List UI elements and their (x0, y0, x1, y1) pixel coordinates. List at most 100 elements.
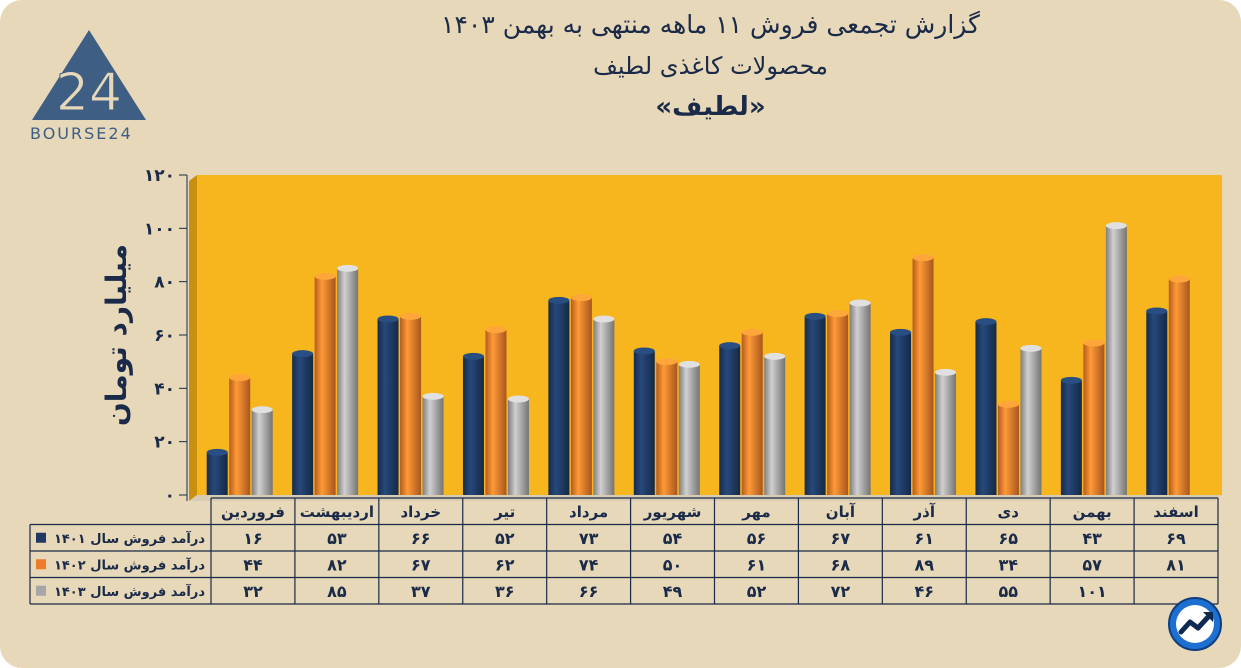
y-tick-label: ۸۰ (154, 273, 175, 293)
plot-area (197, 175, 1222, 495)
data-label: ۵۷ (1082, 555, 1102, 574)
bar (570, 297, 592, 495)
bar-top (507, 395, 529, 403)
category-label: اردیبهشت (300, 503, 374, 521)
data-label: ۵۳ (327, 529, 347, 548)
data-label: ۶۸ (831, 555, 851, 574)
bar-top (548, 296, 570, 304)
bar-top (570, 294, 592, 302)
category-label: آبان (826, 503, 856, 521)
bar (656, 361, 678, 495)
logo-text: BOURSE24 (30, 124, 133, 143)
bar (229, 377, 251, 495)
bar (997, 404, 1019, 495)
bar (314, 276, 336, 495)
company-name: «لطیف» (655, 92, 766, 122)
bar-top (206, 448, 228, 456)
bar-top (1083, 339, 1105, 347)
y-tick-label: ۰ (165, 486, 175, 506)
bar (1146, 311, 1168, 495)
bar (422, 396, 444, 495)
category-label: بهمن (1073, 503, 1112, 521)
legend-key (36, 559, 46, 570)
plot-side-wall (189, 175, 197, 501)
bar (377, 319, 399, 495)
category-label: فروردین (221, 503, 285, 521)
data-label: ۷۴ (579, 555, 599, 574)
bar (1168, 279, 1190, 495)
bar-top (827, 310, 849, 318)
bar (678, 364, 700, 495)
bar (292, 353, 314, 495)
bar-top (678, 360, 700, 368)
category-label: اسفند (1153, 503, 1198, 521)
bar-top (997, 400, 1019, 408)
chart-title: گزارش تجمعی فروش ۱۱ ماهه منتهی به بهمن ۱… (441, 10, 980, 39)
legend-label: درآمد فروش سال ۱۴۰۳ (54, 583, 205, 600)
bar (827, 313, 849, 495)
data-label: ۶۱ (747, 555, 767, 574)
legend-label: درآمد فروش سال ۱۴۰۱ (54, 530, 205, 547)
bar-top (764, 352, 786, 360)
bar-top (314, 272, 336, 280)
category-label: مهر (741, 503, 771, 521)
data-label: ۸۲ (327, 555, 347, 574)
category-label: مرداد (569, 503, 608, 521)
bar (485, 329, 507, 495)
bar (1060, 380, 1082, 495)
data-label: ۶۷ (411, 555, 431, 574)
data-label: ۵۰ (663, 555, 683, 574)
y-tick-label: ۶۰ (154, 326, 175, 346)
y-tick-label: ۲۰ (154, 433, 175, 453)
chart-subtitle: محصولات کاغذی لطیف (593, 52, 828, 80)
bar-top (1146, 307, 1168, 315)
bar-top (400, 312, 422, 320)
bar-top (890, 328, 912, 336)
data-label: ۷۳ (579, 529, 599, 548)
bar-top (975, 318, 997, 326)
bar (1020, 348, 1042, 495)
bar-top (1020, 344, 1042, 352)
data-label: ۸۱ (1166, 555, 1186, 574)
bar-top (912, 254, 934, 262)
bar (400, 316, 422, 495)
bar-top (849, 299, 871, 307)
bar-top (422, 392, 444, 400)
bar (206, 452, 228, 495)
bourse24-logo-icon: 24 (32, 30, 146, 124)
data-label: ۶۵ (998, 529, 1018, 548)
bar-top (462, 352, 484, 360)
data-label: ۵۲ (495, 529, 515, 548)
y-axis-label: میلیارد تومان (100, 244, 133, 426)
data-label: ۸۹ (915, 555, 935, 574)
bar-top (633, 347, 655, 355)
data-label: ۴۹ (663, 582, 683, 601)
bar (1083, 343, 1105, 495)
bar-top (292, 350, 314, 358)
bar (764, 356, 786, 495)
bar-top (935, 368, 957, 376)
category-label: تیر (493, 503, 515, 521)
bar (593, 319, 615, 495)
bar (935, 372, 957, 495)
data-label: ۷۲ (831, 582, 851, 601)
bar (741, 332, 763, 495)
data-label: ۴۳ (1082, 529, 1102, 548)
bar-top (593, 315, 615, 323)
data-label: ۶۶ (411, 529, 431, 548)
bar-top (1060, 376, 1082, 384)
data-label: ۱۶ (243, 529, 263, 548)
trend-chart-badge-icon (1168, 597, 1222, 651)
y-tick-label: ۴۰ (154, 379, 175, 399)
bar (912, 257, 934, 495)
bar-top (1168, 275, 1190, 283)
data-label: ۶۷ (831, 529, 851, 548)
data-label: ۶۶ (579, 582, 599, 601)
bar (890, 332, 912, 495)
data-label: ۳۷ (411, 582, 431, 601)
data-label: ۳۲ (243, 582, 263, 601)
category-label: دی (997, 503, 1019, 521)
bar-top (804, 312, 826, 320)
bar (462, 356, 484, 495)
category-label: شهریور (643, 503, 702, 521)
